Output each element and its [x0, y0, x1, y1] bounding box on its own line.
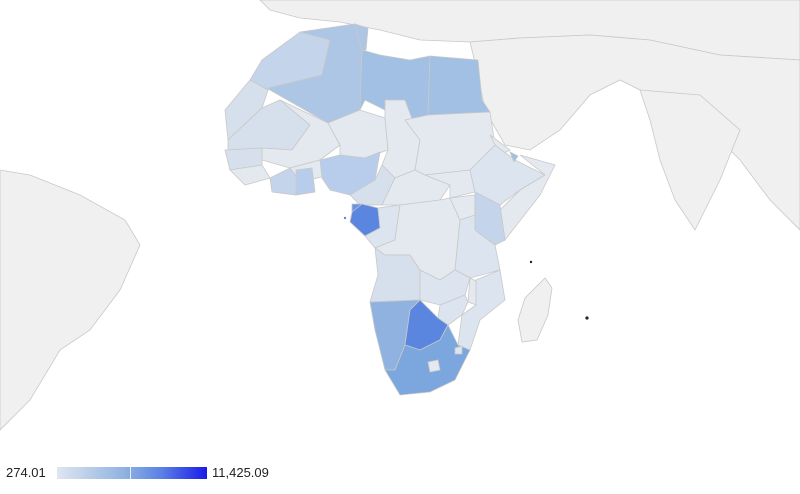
country-tunisia [354, 23, 369, 51]
country-south-sudan [424, 169, 476, 199]
country-djibouti [509, 151, 519, 163]
land-madagascar [517, 277, 553, 343]
country-egypt [427, 55, 491, 116]
country-south-africa [384, 324, 471, 396]
country-lesotho [427, 359, 441, 373]
color-legend: 274.01 11,425.09 [0, 462, 300, 484]
legend-max-label: 11,425.09 [212, 465, 269, 480]
country-eswatini [454, 345, 463, 355]
island-comoros [529, 260, 533, 264]
country-central-african-republic [381, 169, 451, 206]
land-india [639, 89, 741, 231]
legend-gradient-bar [57, 467, 207, 479]
country-ghana [295, 167, 316, 196]
country-zambia [419, 269, 471, 306]
island-mauritius [585, 316, 589, 320]
legend-tick [130, 467, 131, 479]
legend-min-label: 274.01 [6, 465, 46, 480]
island-sao-tome [343, 216, 347, 220]
land-south-america [0, 169, 141, 431]
